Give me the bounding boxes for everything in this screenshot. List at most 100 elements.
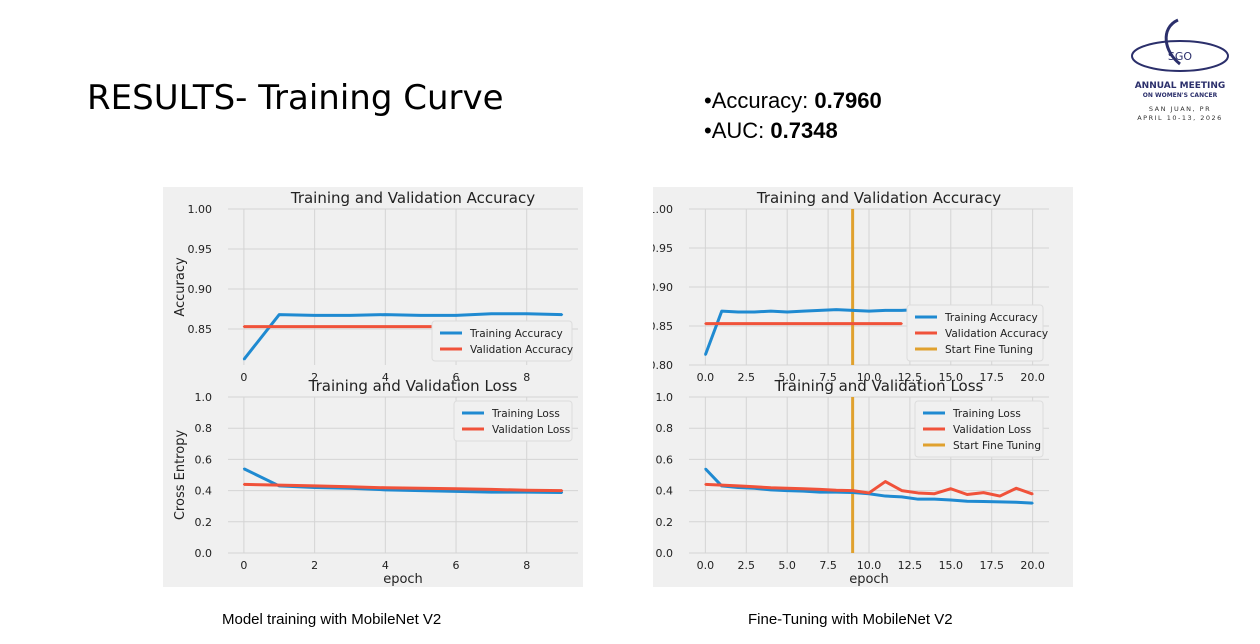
data-point <box>384 486 387 489</box>
data-point <box>900 489 903 492</box>
data-point <box>982 500 985 503</box>
data-point <box>384 325 387 328</box>
data-point <box>704 322 707 325</box>
y-tick-label: 0.85 <box>188 323 213 336</box>
data-point <box>419 325 422 328</box>
x-tick-label: 7.5 <box>819 559 837 572</box>
data-point <box>933 492 936 495</box>
data-point <box>419 487 422 490</box>
x-tick-label: 10.0 <box>857 371 882 384</box>
data-point <box>242 358 245 361</box>
data-point <box>786 487 789 490</box>
data-point <box>982 491 985 494</box>
data-point <box>835 308 838 311</box>
data-point <box>1031 493 1034 496</box>
x-tick-label: 2.5 <box>738 371 756 384</box>
logo-swoosh-icon <box>1164 18 1181 66</box>
x-tick-label: 17.5 <box>979 371 1004 384</box>
data-point <box>704 467 707 470</box>
y-axis-label: Cross Entropy <box>173 430 188 521</box>
data-point <box>720 322 723 325</box>
x-tick-label: 4 <box>382 371 389 384</box>
data-point <box>704 353 707 356</box>
data-point <box>802 490 805 493</box>
legend-box <box>906 304 1044 362</box>
data-point <box>769 488 772 491</box>
auc-value: 0.7348 <box>770 118 838 143</box>
legend-box <box>453 400 573 442</box>
y-tick-label: 0.80 <box>653 359 673 372</box>
x-tick-label: 2.5 <box>738 559 756 572</box>
legend-label: Start Fine Tuning <box>953 440 1041 452</box>
data-point <box>884 495 887 498</box>
data-point <box>313 484 316 487</box>
data-point <box>851 309 854 312</box>
data-point <box>348 485 351 488</box>
x-tick-label: 17.5 <box>979 559 1004 572</box>
data-point <box>884 480 887 483</box>
accuracy-label: •Accuracy: <box>704 88 815 113</box>
data-point <box>1015 501 1018 504</box>
legend-box <box>914 400 1044 458</box>
data-point <box>737 484 740 487</box>
y-tick-label: 1.0 <box>656 391 674 404</box>
legend: Training Accuracy Validation Accuracy <box>431 320 573 362</box>
right-accuracy-chart: 0.80 0.85 0.90 0.95 1.00 0.0 2.5 5.0 7.5 10.0 12.5… <box>653 189 1049 384</box>
data-point <box>348 325 351 328</box>
data-point <box>900 322 903 325</box>
x-tick-label: 4 <box>382 559 389 572</box>
x-tick-label: 6 <box>453 559 460 572</box>
y-tick-label: 0.0 <box>656 547 674 560</box>
data-point <box>868 322 870 325</box>
y-tick-label: 1.00 <box>188 203 213 216</box>
x-tick-label: 5.0 <box>778 559 796 572</box>
legend-label: Validation Loss <box>953 424 1031 436</box>
validation-loss-line <box>243 482 563 493</box>
logo-line4: APRIL 10-13, 2026 <box>1137 114 1223 122</box>
data-point <box>490 312 493 315</box>
data-point <box>561 313 564 316</box>
data-point <box>966 493 969 496</box>
figure-fine-tuning: 0.80 0.85 0.90 0.95 1.00 0.0 2.5 5.0 7.5 10.0 12.5… <box>653 187 1073 587</box>
data-point <box>737 322 740 325</box>
legend-label: Validation Accuracy <box>945 328 1048 340</box>
legend-box <box>431 320 573 362</box>
data-point <box>769 486 772 489</box>
data-point <box>818 491 821 494</box>
x-tick-label: 12.5 <box>898 371 923 384</box>
data-point <box>490 491 493 494</box>
data-point <box>786 310 789 313</box>
data-point <box>753 485 756 488</box>
data-point <box>561 489 564 492</box>
data-point <box>900 309 903 312</box>
data-point <box>851 489 854 492</box>
logo-line1: ANNUAL MEETING <box>1135 81 1226 91</box>
x-tick-label: 10.0 <box>857 559 882 572</box>
data-point <box>278 313 281 316</box>
data-point <box>753 310 756 313</box>
x-tick-label: 15.0 <box>939 559 964 572</box>
data-point <box>525 312 528 315</box>
data-point <box>490 488 493 491</box>
data-point <box>419 314 422 317</box>
data-point <box>384 313 387 316</box>
y-axis-label: Accuracy <box>173 257 188 317</box>
data-point <box>242 483 245 486</box>
x-tick-label: 2 <box>311 371 318 384</box>
left-loss-chart: 0.0 0.2 0.4 0.6 0.8 1.0 0 2 4 6 8 Training and Vali… <box>173 377 578 587</box>
data-point <box>818 309 821 312</box>
figure-background <box>653 187 1073 587</box>
sgo-logo: SGO ANNUAL MEETING ON WOMEN'S CANCER SAN… <box>1131 18 1229 122</box>
chart-title: Training and Validation Accuracy <box>756 189 1001 207</box>
data-point <box>313 325 316 328</box>
x-tick-label: 0 <box>240 371 247 384</box>
x-axis-label: epoch <box>849 572 889 587</box>
data-point <box>786 489 789 492</box>
logo-line3: SAN JUAN, PR <box>1149 105 1211 113</box>
data-point <box>455 314 458 317</box>
y-tick-label: 1.00 <box>653 203 673 216</box>
data-point <box>818 488 821 491</box>
y-tick-label: 0.90 <box>188 283 213 296</box>
logo-line2: ON WOMEN'S CANCER <box>1143 92 1218 99</box>
data-point <box>884 322 887 325</box>
